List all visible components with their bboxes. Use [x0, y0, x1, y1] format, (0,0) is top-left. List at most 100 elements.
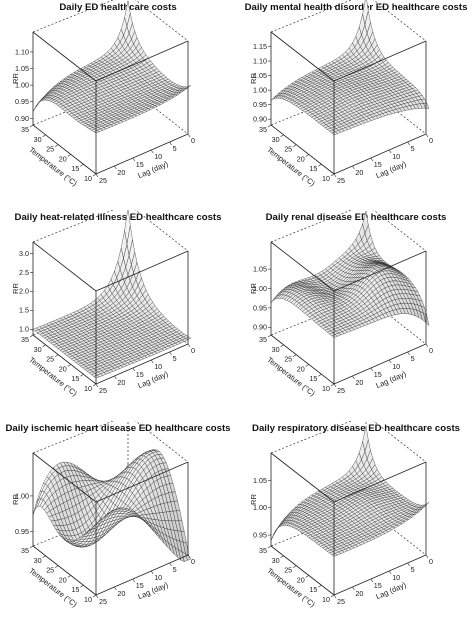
x-tick-mark — [305, 364, 309, 367]
panel-title: Daily respiratory disease ED healthcare … — [252, 423, 460, 434]
box-edge — [32, 241, 97, 292]
y-tick-mark — [333, 383, 337, 388]
z-tick-label: 1.15 — [253, 42, 267, 51]
surface-plot: Daily ED healthcare costs 0.90 0.95 1.00 1.0… — [11, 0, 195, 188]
y-tick-mark — [352, 375, 355, 380]
box-edge — [333, 40, 427, 82]
y-tick-label: 0 — [429, 136, 433, 145]
y-tick-label: 20 — [355, 168, 363, 177]
x-tick-label: 25 — [284, 145, 292, 154]
y-tick-mark — [425, 343, 429, 348]
y-tick-label: 25 — [337, 386, 345, 395]
y-tick-label: 5 — [411, 144, 415, 153]
y-tick-mark — [95, 594, 99, 599]
panel-title: Daily ischemic heart disease ED healthca… — [5, 423, 230, 434]
x-tick-mark — [280, 555, 284, 559]
box-edge — [333, 554, 427, 596]
box-edge — [270, 545, 335, 596]
surface-mesh — [32, 0, 192, 134]
surface-mesh — [32, 449, 192, 562]
z-tick-label: 0.95 — [253, 303, 267, 312]
x-tick-label: 20 — [59, 364, 67, 373]
box-hidden-edge — [135, 0, 189, 42]
x-tick-mark — [55, 565, 59, 568]
y-tick-label: 5 — [173, 144, 177, 153]
x-tick-mark — [318, 373, 322, 377]
panel-renal-costs: Daily renal disease ED healthcare costs 0… — [238, 210, 475, 420]
z-axis-label: RR — [249, 73, 258, 84]
y-tick-label: 20 — [117, 589, 125, 598]
y-tick-label: 25 — [99, 176, 107, 185]
x-tick-label: 35 — [21, 546, 29, 555]
box-hidden-edge — [135, 421, 189, 463]
z-tick-label: 0.95 — [253, 100, 267, 109]
y-tick-mark — [407, 351, 410, 356]
y-tick-label: 5 — [411, 354, 415, 363]
y-tick-label: 25 — [337, 176, 345, 185]
z-tick-label: 3.0 — [19, 249, 29, 258]
box-hidden-edge — [373, 210, 427, 252]
x-tick-label: 30 — [272, 135, 280, 144]
y-tick-mark — [169, 351, 172, 356]
panel-respiratory-costs: Daily respiratory disease ED healthcare … — [238, 421, 475, 631]
y-tick-mark — [114, 586, 117, 591]
x-tick-label: 35 — [21, 125, 29, 134]
x-tick-mark — [80, 584, 84, 588]
y-tick-mark — [370, 578, 374, 583]
x-tick-mark — [318, 584, 322, 588]
x-tick-label: 35 — [259, 546, 267, 555]
y-tick-mark — [333, 594, 337, 599]
x-tick-label: 20 — [59, 154, 67, 163]
y-tick-label: 25 — [99, 386, 107, 395]
z-axis-label: RR — [249, 494, 258, 505]
surface-mesh — [270, 0, 430, 136]
y-tick-label: 15 — [374, 581, 382, 590]
x-tick-mark — [280, 134, 284, 138]
x-tick-label: 25 — [284, 566, 292, 575]
y-tick-label: 5 — [411, 565, 415, 574]
y-tick-mark — [370, 157, 374, 162]
y-tick-label: 0 — [191, 557, 195, 566]
x-tick-label: 25 — [46, 145, 54, 154]
box-edge — [270, 452, 335, 503]
box-hidden-edge — [135, 210, 189, 252]
y-tick-mark — [132, 578, 136, 583]
surface-plot: Daily mental health disorder ED healthca… — [245, 0, 467, 188]
x-tick-mark — [267, 334, 272, 338]
panel-title: Daily heat-related illness ED healthcare… — [15, 212, 222, 223]
z-tick-label: 2.0 — [19, 287, 29, 296]
y-tick-mark — [425, 554, 429, 559]
surface-plot: Daily ischemic heart disease ED healthca… — [5, 421, 231, 609]
y-tick-mark — [169, 141, 172, 146]
box-edge — [95, 133, 189, 175]
x-tick-label: 30 — [34, 556, 42, 565]
box-edge — [270, 124, 335, 175]
x-tick-label: 25 — [46, 566, 54, 575]
x-tick-label: 25 — [284, 355, 292, 364]
x-tick-mark — [280, 344, 284, 348]
y-tick-mark — [425, 133, 429, 138]
box-edge — [95, 250, 189, 292]
x-tick-label: 10 — [84, 174, 92, 183]
z-tick-label: 0.95 — [15, 97, 29, 106]
z-tick-label: 0.95 — [253, 530, 267, 539]
x-tick-label: 20 — [297, 575, 305, 584]
x-tick-mark — [267, 124, 272, 128]
y-tick-mark — [169, 562, 172, 567]
x-tick-mark — [67, 575, 71, 578]
x-tick-mark — [29, 334, 34, 338]
x-tick-label: 10 — [322, 174, 330, 183]
x-tick-mark — [55, 144, 59, 147]
box-edge — [270, 31, 335, 82]
y-tick-mark — [132, 157, 136, 162]
box-edge — [32, 334, 97, 385]
x-tick-mark — [305, 154, 309, 157]
z-tick-label: 1.10 — [253, 56, 267, 65]
z-tick-label: 1.10 — [15, 47, 29, 56]
x-tick-label: 15 — [71, 164, 79, 173]
y-tick-mark — [187, 343, 191, 348]
z-axis-label: RR — [11, 73, 20, 84]
box-hidden-edge — [373, 0, 427, 42]
x-tick-label: 20 — [59, 575, 67, 584]
surface-mesh — [270, 426, 430, 557]
